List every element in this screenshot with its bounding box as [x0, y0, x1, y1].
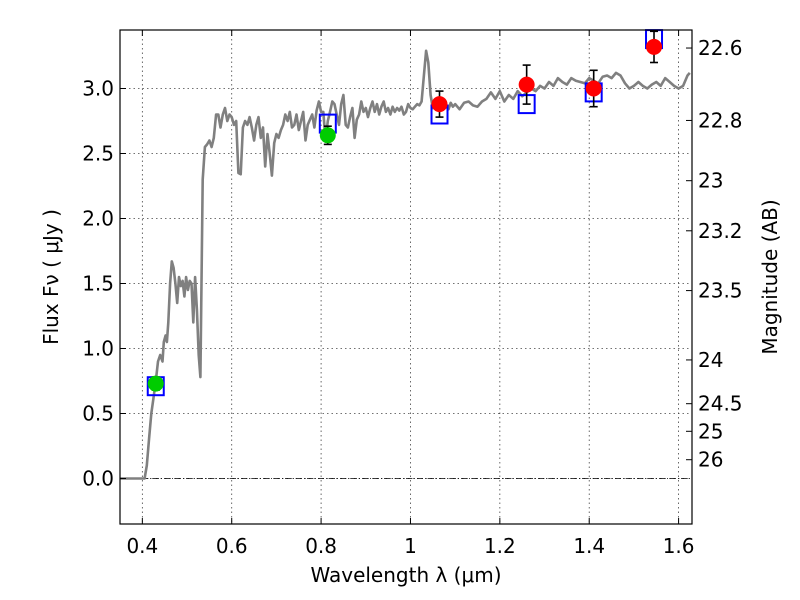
y-tick-label: 1.5 — [82, 272, 114, 296]
magnitude-tick-label: 23.2 — [698, 219, 743, 243]
magnitude-tick-label: 26 — [698, 448, 723, 472]
y-tick-label: 2.5 — [82, 142, 114, 166]
x-tick-label: 0.4 — [126, 534, 158, 558]
magnitude-tick-label: 24 — [698, 348, 723, 372]
data-point — [646, 38, 663, 55]
model-spectrum-line — [120, 49, 691, 480]
x-tick-label: 0.6 — [216, 534, 248, 558]
x-tick-label: 1.4 — [573, 534, 605, 558]
x-tick-label: 1 — [404, 534, 417, 558]
magnitude-tick-label: 23.5 — [698, 279, 743, 303]
y-tick-label: 2.0 — [82, 207, 114, 231]
y-tick-label: 0.5 — [82, 402, 114, 426]
magnitude-tick-label: 24.5 — [698, 392, 743, 416]
magnitude-axis-label: Magnitude (AB) — [758, 199, 782, 354]
magnitude-tick-label: 22.6 — [698, 36, 743, 60]
data-point — [319, 127, 336, 144]
data-point — [518, 76, 535, 93]
y-tick-label: 3.0 — [82, 77, 114, 101]
data-point — [431, 96, 448, 113]
magnitude-tick-label: 22.8 — [698, 108, 743, 132]
magnitude-tick-label: 25 — [698, 419, 723, 443]
data-point — [585, 80, 602, 97]
x-axis-label: Wavelength λ (μm) — [310, 563, 501, 587]
x-tick-label: 1.6 — [663, 534, 695, 558]
magnitude-tick-label: 23 — [698, 169, 723, 193]
y-tick-label: 1.0 — [82, 337, 114, 361]
axis-ticks: 0.4 0.6 0.8 1 1.2 1.4 1.6 0.0 0.5 1.0 1.5 2.0 2.5 3.0… — [82, 30, 743, 558]
grid-lines — [120, 30, 692, 524]
data-point — [147, 375, 164, 392]
x-tick-label: 0.8 — [305, 534, 337, 558]
plot-series — [120, 29, 691, 480]
y-axis-label: Flux Fν ( μJy ) — [39, 209, 63, 345]
y-tick-label: 0.0 — [82, 467, 114, 491]
plot-frame — [119, 29, 693, 525]
x-tick-label: 1.2 — [484, 534, 516, 558]
